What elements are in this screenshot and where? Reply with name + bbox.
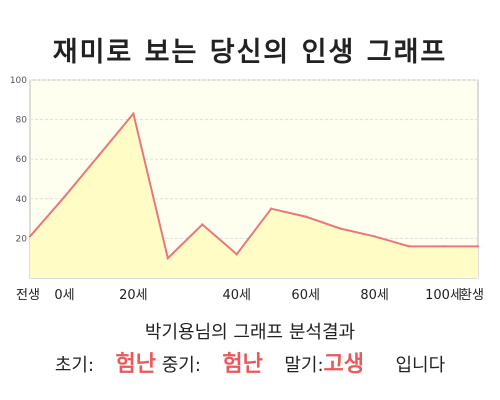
data-point: [63, 195, 66, 199]
y-axis-ticks: 100 80 60 40 20: [10, 76, 27, 244]
chart-title: 재미로 보는 당신의 인생 그래프: [52, 37, 448, 68]
early-value: 험난: [115, 352, 156, 377]
late-label: 말기:: [284, 355, 324, 376]
data-point: [270, 207, 273, 210]
y-tick-label: 60: [16, 155, 28, 165]
data-point: [476, 245, 480, 248]
summary-title: 박기용님의 그래프 분석결과: [144, 322, 356, 343]
data-point: [442, 245, 445, 248]
life-series: [28, 111, 480, 278]
x-tick-label: 20세: [119, 288, 148, 303]
early-label: 초기:: [54, 355, 95, 376]
series-area: [30, 113, 478, 278]
y-tick-label: 40: [16, 195, 28, 205]
x-tick-label: 100세: [425, 288, 462, 303]
x-tick-label: 0세: [54, 288, 74, 303]
y-tick-label: 100: [10, 76, 27, 86]
data-point: [132, 112, 135, 115]
y-tick-label: 20: [16, 234, 28, 244]
y-tick-label: 80: [16, 116, 28, 126]
data-point: [338, 227, 342, 230]
summary-suffix: 입니다: [395, 355, 446, 376]
x-tick-label: 전생: [16, 288, 40, 303]
data-point: [28, 235, 32, 238]
data-point: [373, 235, 376, 238]
data-point: [304, 215, 307, 218]
x-tick-label: 40세: [223, 288, 252, 303]
late-value: 고생: [323, 352, 364, 377]
data-point: [407, 245, 411, 248]
middle-label: 중기:: [161, 355, 201, 376]
x-tick-label: 60세: [291, 288, 320, 303]
data-point: [97, 154, 101, 157]
x-tick-label: 환생: [460, 288, 484, 303]
data-point: [201, 223, 204, 226]
data-point: [235, 253, 238, 256]
x-tick-label: 80세: [360, 288, 389, 303]
data-point: [166, 257, 170, 260]
summary-result: 초기: 험난 중기: 험난 말기:고생 입니다: [0, 346, 500, 378]
series-line: [29, 111, 478, 261]
middle-value: 험난: [222, 352, 263, 377]
